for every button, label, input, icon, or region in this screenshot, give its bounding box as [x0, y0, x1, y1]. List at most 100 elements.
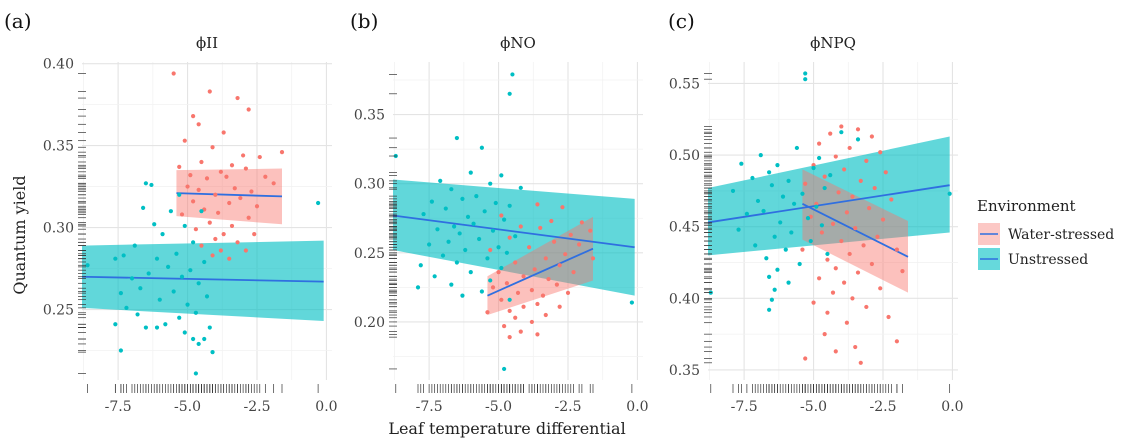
facet-title: ϕNO [500, 34, 536, 52]
point-water-stressed [485, 310, 490, 315]
point-unstressed [177, 192, 182, 197]
point-water-stressed [224, 174, 229, 179]
y-tick-label: 0.50 [669, 148, 700, 164]
point-unstressed [210, 350, 215, 355]
point-unstressed [761, 208, 766, 214]
point-unstressed [171, 289, 176, 294]
point-unstressed [792, 201, 797, 206]
point-unstressed [482, 209, 487, 214]
point-water-stressed [855, 270, 861, 275]
point-water-stressed [246, 107, 251, 112]
point-unstressed [113, 322, 118, 327]
point-unstressed [507, 91, 512, 96]
point-water-stressed [571, 270, 576, 275]
point-water-stressed [825, 257, 830, 262]
point-unstressed [152, 222, 157, 227]
panel-label: (b) [350, 9, 378, 33]
point-unstressed [193, 371, 198, 376]
point-unstressed [513, 234, 518, 239]
x-tick-label: -2.5 [555, 399, 582, 415]
rug-marks [389, 74, 633, 393]
legend-label-water-stressed: Water-stressed [1008, 227, 1114, 243]
point-unstressed [805, 216, 811, 221]
point-water-stressed [271, 181, 276, 186]
point-unstressed [775, 163, 780, 168]
x-tick-label: -5.0 [174, 399, 201, 415]
point-unstressed [778, 220, 783, 225]
point-water-stressed [191, 113, 196, 119]
x-tick-label: -2.5 [870, 399, 897, 415]
point-unstressed [457, 231, 462, 236]
legend: Environment Water-stressed Unstressed [977, 197, 1114, 270]
y-axis-title: Quantum yield [10, 175, 29, 294]
point-water-stressed [546, 276, 551, 282]
point-water-stressed [839, 238, 844, 244]
point-unstressed [146, 271, 151, 276]
point-unstressed [755, 198, 761, 204]
point-water-stressed [204, 176, 210, 181]
point-water-stressed [822, 332, 827, 337]
point-water-stressed [210, 253, 215, 258]
point-water-stressed [811, 300, 816, 305]
legend-item-water-stressed: Water-stressed [978, 223, 1114, 245]
point-unstressed [736, 227, 741, 232]
point-unstressed [191, 240, 196, 245]
y-tick-label: 0.20 [354, 315, 385, 331]
point-water-stressed [229, 163, 235, 168]
point-water-stressed [900, 269, 905, 274]
y-tick-label: 0.40 [669, 291, 700, 307]
point-unstressed [188, 268, 193, 273]
point-unstressed [775, 267, 780, 272]
point-water-stressed [844, 210, 849, 215]
y-tick-label: 0.25 [354, 246, 385, 262]
point-water-stressed [518, 224, 523, 229]
point-unstressed [463, 247, 468, 253]
point-water-stressed [803, 356, 808, 361]
x-tick-label: -5.0 [800, 399, 827, 415]
point-water-stressed [199, 159, 204, 165]
point-water-stressed [833, 266, 838, 271]
point-unstressed [154, 256, 160, 261]
point-unstressed [485, 256, 490, 261]
point-water-stressed [210, 145, 215, 150]
point-water-stressed [218, 248, 223, 253]
point-unstressed [207, 325, 212, 330]
point-water-stressed [543, 312, 548, 318]
point-water-stressed [216, 210, 221, 215]
point-unstressed [163, 322, 168, 327]
fit-line-water-stressed [487, 247, 594, 297]
point-unstressed [477, 236, 482, 242]
point-unstressed [803, 77, 808, 82]
legend-label-unstressed: Unstressed [1008, 252, 1088, 268]
point-water-stressed [179, 212, 185, 217]
point-unstressed [502, 217, 507, 222]
y-tick-label: 0.25 [43, 303, 74, 319]
point-water-stressed [842, 167, 847, 172]
point-unstressed [160, 232, 165, 237]
point-water-stressed [817, 141, 822, 146]
point-unstressed [143, 181, 148, 186]
point-unstressed [316, 200, 321, 206]
y-tick-label: 0.35 [43, 139, 74, 155]
point-water-stressed [833, 154, 838, 159]
point-water-stressed [847, 251, 852, 257]
point-water-stressed [872, 185, 877, 191]
point-water-stressed [207, 89, 212, 94]
point-water-stressed [232, 186, 237, 191]
facet-title: ϕII [196, 34, 218, 52]
point-water-stressed [513, 260, 518, 265]
point-unstressed [435, 227, 440, 232]
point-unstressed [129, 276, 135, 281]
point-unstressed [828, 173, 833, 178]
point-water-stressed [825, 310, 830, 315]
point-water-stressed [867, 206, 872, 211]
point-unstressed [479, 289, 484, 294]
point-unstressed [421, 211, 426, 217]
point-unstressed [947, 191, 952, 196]
point-water-stressed [552, 239, 557, 244]
point-water-stressed [521, 304, 526, 309]
point-water-stressed [540, 293, 546, 298]
point-water-stressed [535, 301, 540, 307]
point-water-stressed [191, 199, 196, 204]
x-tick-label: 0.0 [941, 399, 963, 415]
